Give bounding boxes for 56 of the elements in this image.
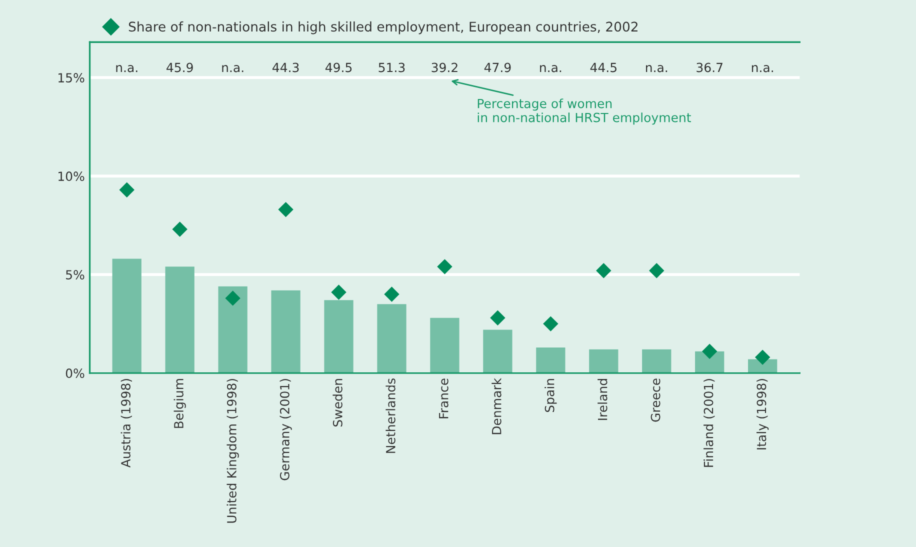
point — [543, 316, 558, 332]
annotation: 47.9 — [484, 62, 511, 72]
point — [172, 222, 188, 237]
x-tick-label: Netherlands — [386, 378, 396, 453]
point — [596, 263, 612, 278]
y-tick-label: 10% — [58, 172, 84, 181]
bar — [536, 347, 566, 374]
point — [384, 286, 400, 302]
x-tick-label: Italy (1998) — [756, 378, 769, 450]
point — [649, 263, 664, 278]
annotation: n.a. — [222, 65, 244, 72]
annotation: Percentage of women in non-national HRST employment — [478, 98, 692, 125]
annotation: n.a. — [540, 65, 562, 72]
legend-label: Share of non-nationals in high skilled employment, European countries, 2002 — [128, 21, 638, 34]
point — [278, 202, 294, 218]
point — [702, 344, 718, 359]
point — [225, 290, 240, 306]
bar — [165, 266, 194, 374]
point — [490, 310, 506, 326]
annotation: 39.2 — [432, 62, 458, 72]
bar — [271, 290, 300, 374]
annotation: 36.7 — [696, 62, 722, 72]
x-tick-label: Sweden — [332, 378, 342, 426]
annotation: n.a. — [646, 65, 668, 72]
annotation: n.a. — [116, 65, 138, 72]
y-tick-label: 15% — [58, 73, 84, 83]
bar — [589, 349, 618, 374]
x-tick-label: Ireland — [598, 379, 608, 420]
x-tick-label: Germany (2001) — [280, 378, 292, 480]
annotation: n.a. — [752, 65, 773, 72]
bar — [218, 286, 248, 374]
annotation: 44.3 — [272, 62, 299, 72]
bar — [377, 304, 406, 374]
bar — [483, 330, 512, 374]
point — [754, 350, 770, 365]
x-tick-label: Greece — [650, 378, 660, 422]
y-tick-label: 5% — [66, 270, 84, 280]
annotation: 45.9 — [166, 62, 193, 72]
point — [331, 284, 346, 300]
annotation: 44.5 — [590, 62, 616, 72]
y-tick-label: 0% — [66, 368, 84, 378]
x-tick-label: Denmark — [492, 378, 502, 434]
x-tick-label: Belgium — [174, 378, 186, 428]
x-tick-label: Austria (1998) — [120, 378, 132, 468]
annotation: 51.3 — [378, 62, 405, 72]
bar — [324, 300, 354, 374]
bar — [430, 318, 460, 374]
point — [437, 259, 452, 274]
bar — [112, 258, 142, 374]
point — [119, 182, 134, 198]
x-tick-label: Spain — [544, 378, 557, 412]
bar — [642, 349, 672, 374]
x-tick-label: Finland (2001) — [704, 378, 715, 467]
x-tick-label: France — [439, 378, 448, 418]
annotation: 49.5 — [325, 62, 352, 72]
x-tick-label: United Kingdom (1998) — [226, 378, 239, 523]
